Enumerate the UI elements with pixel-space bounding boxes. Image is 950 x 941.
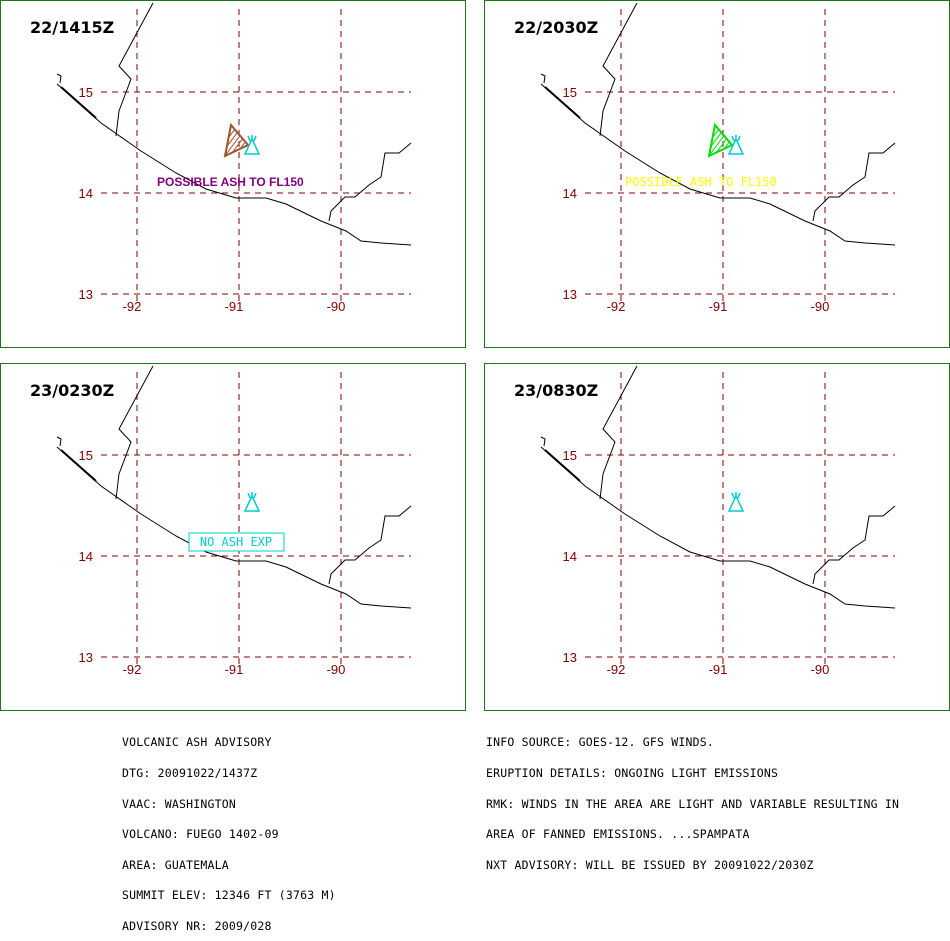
longitude-label: -91 [225,299,244,314]
advisory-line: SUMMIT ELEV: 12346 FT (3763 M) [122,888,336,903]
coastline [540,83,896,246]
map-canvas: 15 14 13 -92 -91 -90 POSSIBLE ASH TO FL150 [540,2,896,314]
advisory-line: ADVISORY NR: 2009/028 [122,918,272,933]
latitude-label: 13 [79,650,93,665]
advisory-line: DTG: 20091022/1437Z [122,766,258,780]
latitude-label: 13 [563,287,577,302]
latitude-label: 15 [79,448,93,463]
latitude-label: 15 [79,85,93,100]
latitude-label: 13 [563,650,577,665]
coastline-hook [540,436,546,447]
latitude-label: 14 [79,549,93,564]
country-border-west [115,2,154,137]
longitude-label: -90 [327,299,346,314]
advisory-line: ERUPTION DETAILS: ONGOING LIGHT EMISSION… [486,766,779,780]
advisory-line: INFO SOURCE: GOES-12. GFS WINDS. [486,735,714,750]
coastline-hook [56,436,62,447]
latitude-label: 14 [563,549,577,564]
panel-time-label: 23/0830Z [514,381,599,400]
longitude-label: -91 [225,662,244,677]
coastline-shelf [60,86,97,119]
coastline [56,446,412,609]
panel-time-label: 22/1415Z [30,18,115,37]
country-border-east [328,142,412,222]
advisory-line: RMK: WINDS IN THE AREA ARE LIGHT AND VAR… [486,796,900,811]
advisory-line: NXT ADVISORY: WILL BE ISSUED BY 20091022… [486,857,814,872]
forecast-panel-3: 15 14 13 -92 -91 -90 NO ASH EXP 23/0230Z [0,363,466,711]
volcano-icon [243,135,261,155]
advisory-line: VOLCANIC ASH ADVISORY [122,735,272,750]
map-canvas: 15 14 13 -92 -91 -90 POSSIBLE ASH TO FL150 [56,2,412,314]
latitude-label: 14 [563,186,577,201]
longitude-label: -91 [709,299,728,314]
advisory-line: VAAC: WASHINGTON [122,796,236,811]
longitude-label: -90 [811,662,830,677]
country-border-west [599,365,638,500]
longitude-label: -92 [123,299,142,314]
advisory-details-block: INFO SOURCE: GOES-12. GFS WINDS. ERUPTIO… [486,717,899,880]
coastline-shelf [544,449,581,482]
panel-time-label: 22/2030Z [514,18,599,37]
forecast-panel-4: 15 14 13 -92 -91 -90 23/0830Z [484,363,950,711]
latitude-label: 15 [563,448,577,463]
country-border-west [599,2,638,137]
advisory-line: VOLCANO: FUEGO 1402-09 [122,827,279,842]
forecast-panel-1: 15 14 13 -92 -91 -90 POSSIBLE ASH TO FL150 22/… [0,0,466,348]
map-canvas: 15 14 13 -92 -91 -90 NO ASH EXP [56,365,412,677]
latitude-label: 14 [79,186,93,201]
longitude-label: -92 [123,662,142,677]
coastline [540,446,896,609]
coastline [56,83,412,246]
country-border-east [812,505,896,585]
panel-time-label: 23/0230Z [30,381,115,400]
ash-forecast-label: NO ASH EXP [200,535,272,549]
ash-forecast-label: POSSIBLE ASH TO FL150 [625,175,777,189]
volcano-icon [243,492,261,512]
coastline-shelf [60,449,97,482]
country-border-east [812,142,896,222]
country-border-east [328,505,412,585]
longitude-label: -92 [607,299,626,314]
forecast-panel-2: 15 14 13 -92 -91 -90 POSSIBLE ASH TO FL150 22/… [484,0,950,348]
coastline-shelf [544,86,581,119]
latitude-label: 13 [79,287,93,302]
ash-forecast-label: POSSIBLE ASH TO FL150 [157,175,304,189]
volcano-icon [727,492,745,512]
latitude-label: 15 [563,85,577,100]
ash-outline [707,122,734,158]
advisory-line: AREA: GUATEMALA [122,857,229,872]
map-canvas: 15 14 13 -92 -91 -90 [540,365,896,677]
longitude-label: -91 [709,662,728,677]
advisory-header-block: VOLCANIC ASH ADVISORY DTG: 20091022/1437… [122,717,336,941]
advisory-line: AREA OF FANNED EMISSIONS. ...SPAMPATA [486,827,750,842]
coastline-hook [540,73,546,84]
coastline-hook [56,73,62,84]
volcano-icon [727,135,745,155]
longitude-label: -92 [607,662,626,677]
longitude-label: -90 [811,299,830,314]
ash-outline [223,122,250,158]
country-border-west [115,365,154,500]
longitude-label: -90 [327,662,346,677]
ash-label-box [188,532,285,552]
